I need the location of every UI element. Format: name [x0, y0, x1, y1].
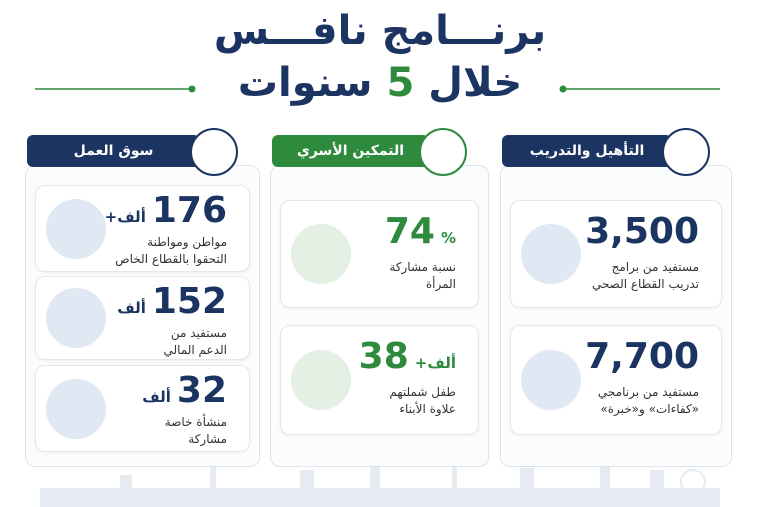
stat-unit: ألف+: [104, 208, 146, 226]
stat-icon: [46, 288, 106, 348]
stat-value: 152: [151, 281, 227, 322]
stat-description: منشأة خاصة مشاركة: [104, 414, 227, 448]
stat-description: مستفيد من برنامجي «كفاءات» و«خبرة»: [579, 384, 699, 418]
stat-card: 32 ألف منشأة خاصة مشاركة: [35, 365, 250, 452]
description-line: منشأة خاصة: [164, 415, 227, 429]
column-title: التأهيل والتدريب: [502, 135, 672, 167]
description-line: مستفيد من: [170, 326, 227, 340]
description-line: مستفيد من برنامجي: [597, 385, 699, 399]
stat-unit: %: [440, 229, 456, 247]
stat-number: 32 ألف: [142, 370, 227, 411]
stat-number: 3,500: [585, 211, 699, 252]
title-start: خلال: [428, 60, 523, 106]
stat-card: 3,500 مستفيد من برامج تدريب القطاع الصحي: [510, 200, 722, 308]
stat-value: 7,700: [585, 336, 699, 377]
stat-card: 152 ألف مستفيد من الدعم المالي: [35, 276, 250, 360]
stat-card: % 74 نسبة مشاركة المرأة: [280, 200, 479, 308]
description-line: مواطن ومواطنة: [147, 235, 227, 249]
stat-number: ألف+ 38: [359, 336, 456, 377]
stat-number: 7,700: [585, 336, 699, 377]
stat-description: مواطن ومواطنة التحقوا بالقطاع الخاص: [104, 234, 227, 268]
description-line: «كفاءات» و«خبرة»: [600, 402, 699, 416]
stat-unit: ألف: [117, 299, 146, 317]
stat-description: طفل شملتهم علاوة الأبناء: [349, 384, 456, 418]
stat-value: 32: [176, 370, 227, 411]
description-line: مستفيد من برامج: [611, 260, 699, 274]
stat-number: 152 ألف: [117, 281, 227, 322]
column-icon: [190, 128, 238, 176]
stat-unit: ألف+: [414, 354, 456, 372]
column-title: التمكين الأسري: [272, 135, 429, 167]
stat-description: نسبة مشاركة المرأة: [349, 259, 456, 293]
stat-value: 3,500: [585, 211, 699, 252]
column-icon: [662, 128, 710, 176]
description-line: مشاركة: [188, 432, 227, 446]
stat-unit: ألف: [142, 388, 171, 406]
column-icon: [419, 128, 467, 176]
stat-description: مستفيد من الدعم المالي: [104, 325, 228, 359]
title-line2: خلال 5 سنوات: [0, 60, 760, 106]
stat-icon: [521, 224, 581, 284]
column-title: سوق العمل: [27, 135, 200, 167]
stat-icon: [291, 224, 351, 284]
stat-card: ألف+ 38 طفل شملتهم علاوة الأبناء: [280, 325, 479, 435]
description-line: تدريب القطاع الصحي: [591, 277, 699, 291]
stat-icon: [291, 350, 351, 410]
stat-card: 7,700 مستفيد من برنامجي «كفاءات» و«خبرة»: [510, 325, 722, 435]
stat-icon: [46, 378, 106, 439]
stat-number: 176 ألف+: [105, 190, 227, 231]
title-number: 5: [386, 60, 415, 106]
stat-value: 74: [384, 211, 435, 252]
stat-icon: [521, 350, 581, 410]
description-line: المرأة: [425, 277, 456, 291]
stat-value: 176: [151, 190, 227, 231]
stat-description: مستفيد من برامج تدريب القطاع الصحي: [579, 259, 699, 293]
description-line: علاوة الأبناء: [399, 402, 456, 416]
title-end: سنوات: [237, 60, 373, 106]
stat-value: 38: [358, 336, 409, 377]
description-line: طفل شملتهم: [389, 385, 456, 399]
stat-number: % 74: [385, 211, 456, 252]
stat-card: 176 ألف+ مواطن ومواطنة التحقوا بالقطاع الخا…: [35, 185, 250, 272]
title-line1: برنـــامج نافـــس: [213, 8, 547, 54]
description-line: التحقوا بالقطاع الخاص: [115, 252, 227, 266]
description-line: الدعم المالي: [163, 343, 228, 357]
stat-icon: [46, 198, 106, 259]
description-line: نسبة مشاركة: [389, 260, 456, 274]
